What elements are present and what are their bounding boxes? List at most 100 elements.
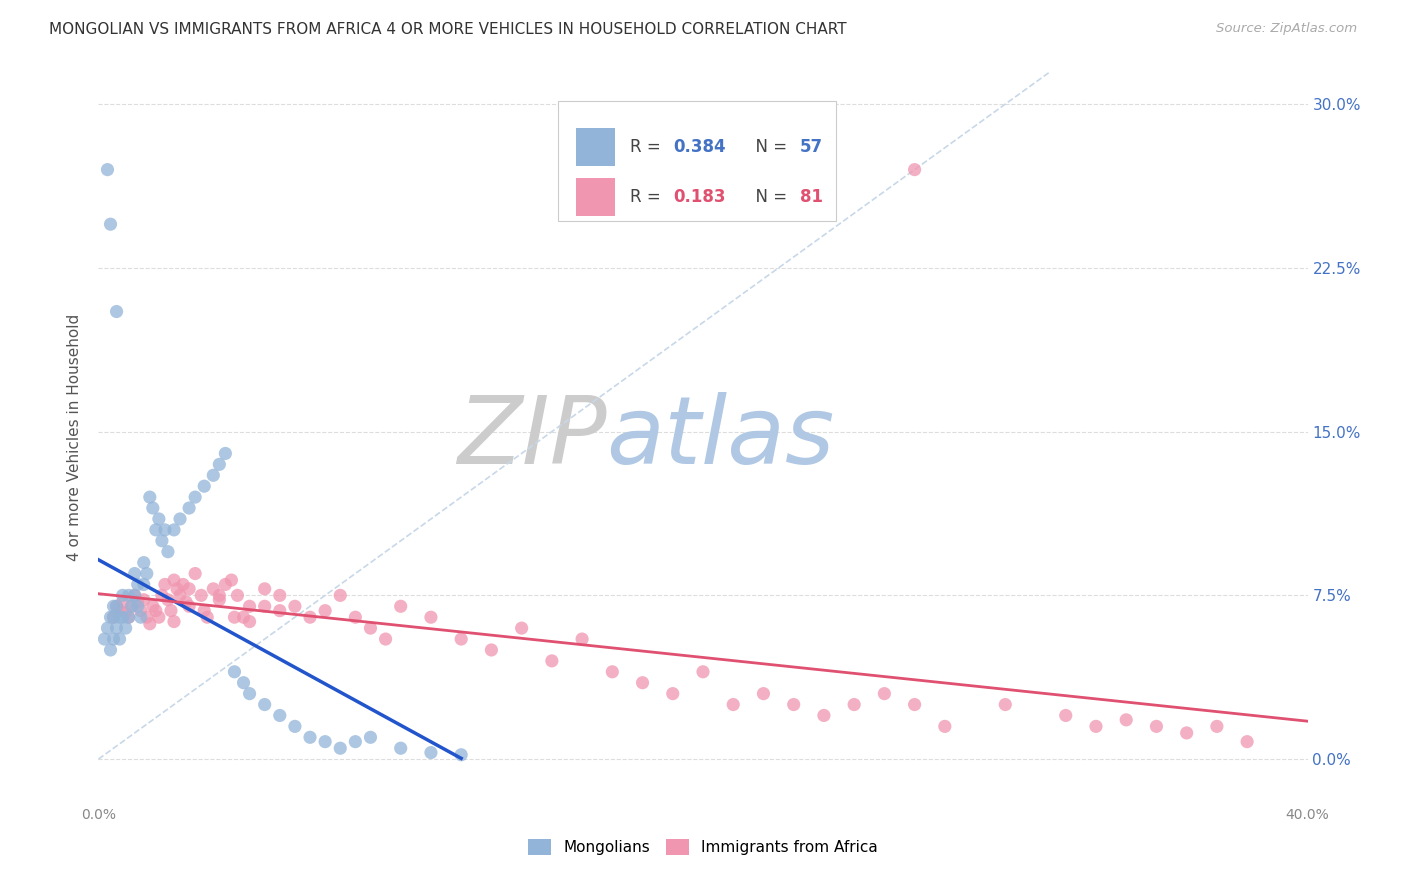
Point bbox=[135, 566, 157, 581]
Point bbox=[360, 621, 382, 635]
Point bbox=[100, 643, 122, 657]
Point bbox=[124, 588, 146, 602]
Point bbox=[389, 599, 412, 614]
Point bbox=[1115, 713, 1137, 727]
Point bbox=[284, 599, 307, 614]
Point bbox=[145, 523, 167, 537]
Point bbox=[124, 588, 146, 602]
Point bbox=[269, 604, 291, 618]
Point bbox=[284, 719, 307, 733]
Point bbox=[150, 533, 173, 548]
Point bbox=[103, 632, 125, 646]
Point bbox=[1085, 719, 1108, 733]
Point bbox=[221, 573, 243, 587]
Point bbox=[179, 501, 201, 516]
Point bbox=[121, 599, 143, 614]
Point bbox=[100, 610, 122, 624]
Point bbox=[153, 577, 176, 591]
FancyBboxPatch shape bbox=[576, 128, 614, 167]
Point bbox=[100, 217, 122, 231]
Point bbox=[193, 604, 215, 618]
Text: MONGOLIAN VS IMMIGRANTS FROM AFRICA 4 OR MORE VEHICLES IN HOUSEHOLD CORRELATION : MONGOLIAN VS IMMIGRANTS FROM AFRICA 4 OR… bbox=[49, 22, 846, 37]
Point bbox=[179, 582, 201, 596]
Point bbox=[873, 687, 896, 701]
Point bbox=[118, 588, 141, 602]
Point bbox=[103, 610, 125, 624]
Point bbox=[661, 687, 683, 701]
Point bbox=[114, 606, 136, 620]
Point bbox=[148, 512, 170, 526]
Point bbox=[139, 490, 162, 504]
Point bbox=[420, 610, 443, 624]
Point bbox=[844, 698, 866, 712]
Point bbox=[169, 512, 191, 526]
Point bbox=[142, 599, 165, 614]
Point bbox=[994, 698, 1017, 712]
Point bbox=[160, 604, 183, 618]
Text: Source: ZipAtlas.com: Source: ZipAtlas.com bbox=[1216, 22, 1357, 36]
Text: N =: N = bbox=[745, 138, 793, 156]
Point bbox=[208, 458, 231, 472]
Point bbox=[239, 599, 262, 614]
Point bbox=[108, 610, 131, 624]
Point bbox=[208, 588, 231, 602]
Point bbox=[360, 731, 382, 745]
Point bbox=[156, 592, 179, 607]
Point bbox=[420, 746, 443, 760]
Point bbox=[114, 621, 136, 635]
Point bbox=[299, 610, 322, 624]
Point bbox=[156, 545, 179, 559]
Point bbox=[129, 604, 152, 618]
Point bbox=[602, 665, 624, 679]
Point bbox=[127, 577, 149, 591]
Point bbox=[163, 615, 186, 629]
Point bbox=[105, 599, 128, 614]
Text: R =: R = bbox=[630, 188, 666, 206]
Point bbox=[224, 610, 246, 624]
Point bbox=[783, 698, 806, 712]
Point bbox=[723, 698, 745, 712]
Text: atlas: atlas bbox=[606, 392, 835, 483]
Point bbox=[190, 588, 212, 602]
Point bbox=[752, 687, 775, 701]
Point bbox=[166, 582, 188, 596]
Point bbox=[124, 566, 146, 581]
Point bbox=[450, 747, 472, 762]
Point bbox=[139, 616, 162, 631]
Point bbox=[103, 610, 125, 624]
Text: ZIP: ZIP bbox=[457, 392, 606, 483]
Point bbox=[232, 675, 254, 690]
Point bbox=[193, 479, 215, 493]
Point bbox=[253, 582, 276, 596]
Point bbox=[169, 588, 191, 602]
Point bbox=[132, 577, 155, 591]
Point bbox=[96, 621, 118, 635]
Point bbox=[481, 643, 503, 657]
Point bbox=[934, 719, 956, 733]
Point bbox=[329, 741, 352, 756]
Point bbox=[96, 162, 118, 177]
Point bbox=[269, 708, 291, 723]
Point bbox=[129, 610, 152, 624]
Point bbox=[1236, 734, 1258, 748]
Point bbox=[904, 698, 927, 712]
Point bbox=[132, 592, 155, 607]
Point bbox=[142, 501, 165, 516]
Point bbox=[105, 599, 128, 614]
Text: R =: R = bbox=[630, 138, 666, 156]
Point bbox=[111, 610, 134, 624]
Point bbox=[163, 573, 186, 587]
Point bbox=[389, 741, 412, 756]
Point bbox=[571, 632, 593, 646]
Legend: Mongolians, Immigrants from Africa: Mongolians, Immigrants from Africa bbox=[523, 833, 883, 861]
Point bbox=[344, 734, 367, 748]
Point bbox=[118, 610, 141, 624]
Point bbox=[208, 592, 231, 607]
FancyBboxPatch shape bbox=[576, 178, 614, 216]
Point bbox=[118, 610, 141, 624]
Point bbox=[93, 632, 115, 646]
Point bbox=[214, 446, 236, 460]
Point bbox=[127, 599, 149, 614]
Point bbox=[172, 577, 194, 591]
Point bbox=[195, 610, 218, 624]
